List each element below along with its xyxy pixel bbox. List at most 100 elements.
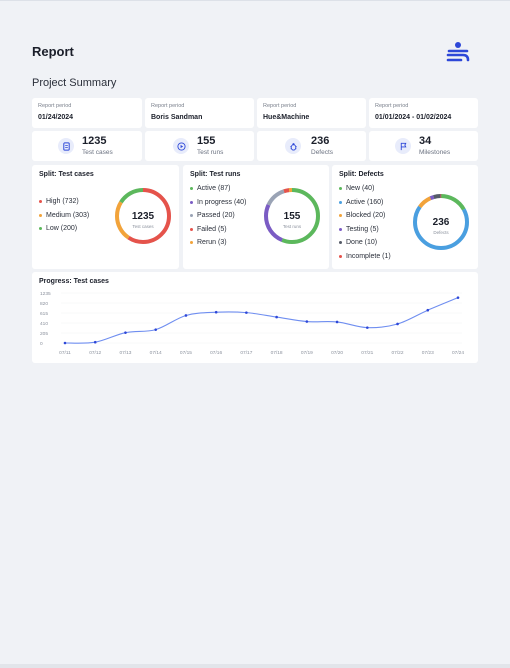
legend-label: In progress (40) bbox=[197, 198, 247, 206]
donut-center-label: Test cases bbox=[132, 224, 154, 229]
play-icon bbox=[173, 138, 189, 154]
x-tick-label: 07/12 bbox=[89, 350, 101, 356]
legend-label: Passed (20) bbox=[197, 212, 235, 220]
stat-label: Test cases bbox=[82, 149, 113, 156]
legend-label: Medium (303) bbox=[46, 211, 90, 219]
data-point bbox=[214, 310, 218, 314]
legend-item: Failed (5) bbox=[190, 223, 246, 237]
bottom-border bbox=[0, 664, 510, 668]
legend-item: Incomplete (1) bbox=[339, 250, 391, 264]
donut-segment bbox=[413, 194, 469, 250]
legend-label: Done (10) bbox=[346, 239, 378, 247]
logo-icon bbox=[446, 42, 470, 62]
progress-title: Progress: Test cases bbox=[39, 278, 109, 285]
legend-dot bbox=[190, 241, 193, 245]
legend-item: Active (160) bbox=[339, 196, 391, 210]
x-tick-label: 07/22 bbox=[392, 350, 404, 356]
y-tick-label: 820 bbox=[40, 301, 48, 307]
legend-item: New (40) bbox=[339, 182, 391, 196]
page-title: Report bbox=[32, 44, 74, 59]
donut-center-label: Test runs bbox=[283, 224, 302, 229]
meta-value: 01/24/2024 bbox=[38, 114, 74, 121]
legend-label: Low (200) bbox=[46, 225, 78, 233]
donut-chart-test-runs: 155 Test runs bbox=[264, 188, 320, 244]
meta-value: Boris Sandman bbox=[151, 114, 203, 121]
legend-dot bbox=[339, 214, 342, 218]
legend-dot bbox=[190, 200, 193, 204]
legend-dot bbox=[39, 200, 42, 204]
meta-label: Report period bbox=[263, 103, 297, 109]
x-tick-label: 07/17 bbox=[240, 350, 252, 356]
split-legend: New (40) Active (160) Blocked (20) Testi… bbox=[339, 182, 391, 263]
x-tick-label: 07/21 bbox=[361, 350, 373, 356]
data-point bbox=[335, 320, 339, 324]
report-date-card: Report period 01/24/2024 bbox=[32, 98, 142, 128]
data-point bbox=[275, 315, 278, 319]
data-point bbox=[426, 308, 430, 312]
legend-dot bbox=[339, 227, 342, 231]
stat-label: Test runs bbox=[197, 149, 224, 156]
data-point bbox=[184, 314, 188, 317]
donut-chart-test-cases: 1235 Test cases bbox=[115, 188, 171, 244]
legend-dot bbox=[190, 187, 193, 191]
stat-label: Defects bbox=[311, 149, 334, 156]
legend-label: High (732) bbox=[46, 198, 79, 206]
legend-dot bbox=[39, 213, 42, 217]
progress-card: Progress: Test cases 1235 820 615 410 205 0 07… bbox=[32, 272, 478, 363]
split-card-defects: Split: Defects New (40) Active (160) Blo… bbox=[332, 165, 478, 269]
legend-item: In progress (40) bbox=[190, 196, 246, 210]
data-point bbox=[396, 322, 399, 326]
report-project-card: Report period Hue&Machine bbox=[257, 98, 366, 128]
page-subtitle: Project Summary bbox=[32, 77, 117, 89]
document-icon bbox=[58, 138, 74, 154]
x-tick-label: 07/20 bbox=[331, 350, 343, 356]
legend-dot bbox=[339, 187, 342, 191]
x-tick-label: 07/23 bbox=[422, 350, 434, 356]
data-point bbox=[124, 331, 127, 334]
legend-item: Done (10) bbox=[339, 236, 391, 250]
legend-label: Blocked (20) bbox=[346, 212, 386, 220]
split-legend: High (732) Medium (303) Low (200) bbox=[39, 195, 89, 236]
split-title: Split: Test runs bbox=[190, 171, 241, 178]
x-tick-label: 07/11 bbox=[59, 350, 71, 356]
data-point bbox=[245, 311, 248, 314]
legend-dot bbox=[339, 241, 342, 245]
meta-label: Report period bbox=[375, 103, 409, 109]
stat-card-milestones: 34 Milestones bbox=[369, 131, 478, 161]
stat-value: 34 bbox=[419, 135, 432, 147]
data-point bbox=[366, 326, 369, 329]
donut-segment bbox=[115, 188, 171, 244]
legend-label: Active (160) bbox=[346, 198, 384, 206]
legend-item: Rerun (3) bbox=[190, 236, 246, 250]
donut-segment bbox=[264, 188, 320, 244]
top-border bbox=[0, 0, 510, 1]
legend-item: Testing (5) bbox=[339, 223, 391, 237]
legend-label: New (40) bbox=[346, 185, 375, 193]
donut-center-value: 236 bbox=[433, 217, 450, 228]
legend-label: Incomplete (1) bbox=[346, 252, 391, 260]
meta-value: 01/01/2024 - 01/02/2024 bbox=[375, 114, 452, 121]
stat-label: Milestones bbox=[419, 149, 451, 156]
split-title: Split: Test cases bbox=[39, 171, 94, 178]
legend-item: Active (87) bbox=[190, 182, 246, 196]
stat-value: 236 bbox=[311, 135, 330, 147]
legend-item: Low (200) bbox=[39, 222, 89, 236]
legend-dot bbox=[190, 227, 193, 231]
x-tick-label: 07/24 bbox=[452, 350, 464, 356]
legend-dot bbox=[39, 227, 42, 231]
legend-dot bbox=[190, 214, 193, 218]
stat-card-test-runs: 155 Test runs bbox=[145, 131, 254, 161]
meta-value: Hue&Machine bbox=[263, 114, 310, 121]
x-tick-label: 07/19 bbox=[301, 350, 313, 356]
split-card-test-runs: Split: Test runs Active (87) In progress… bbox=[183, 165, 329, 269]
data-point bbox=[154, 328, 157, 331]
x-tick-label: 07/18 bbox=[271, 350, 283, 356]
legend-item: Passed (20) bbox=[190, 209, 246, 223]
split-legend: Active (87) In progress (40) Passed (20)… bbox=[190, 182, 246, 250]
data-point bbox=[93, 340, 97, 344]
x-tick-label: 07/14 bbox=[150, 350, 162, 356]
stat-card-defects: 236 Defects bbox=[257, 131, 366, 161]
donut-segment bbox=[115, 188, 171, 244]
donut-segment bbox=[413, 194, 469, 250]
y-tick-label: 410 bbox=[40, 321, 48, 327]
